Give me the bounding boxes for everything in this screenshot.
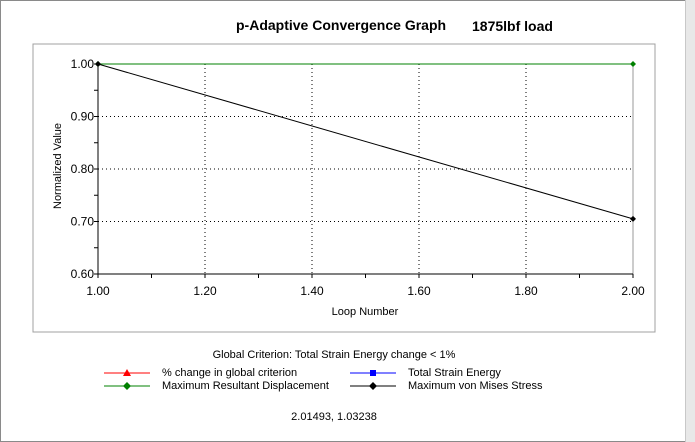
y-tick-label: 0.80 [71, 162, 95, 176]
legend-label-strain-energy: Total Strain Energy [408, 367, 501, 379]
y-axis-label: Normalized Value [52, 123, 64, 209]
legend-label-von-mises: Maximum von Mises Stress [408, 380, 543, 392]
chart-title: p-Adaptive Convergence Graph [236, 17, 447, 33]
x-axis-label: Loop Number [332, 306, 399, 318]
cursor-readout: 2.01493, 1.03238 [291, 411, 377, 423]
legend-swatch-von-mises [350, 382, 396, 390]
x-tick-label: 1.60 [407, 284, 431, 298]
legend-item-displacement: Maximum Resultant Displacement [104, 380, 329, 392]
y-tick-label: 0.60 [71, 267, 95, 281]
legend-label-percent-change: % change in global criterion [162, 367, 298, 379]
x-tick-label: 1.00 [86, 284, 110, 298]
legend-label-displacement: Maximum Resultant Displacement [162, 380, 329, 392]
vertical-scrollbar[interactable] [685, 0, 695, 442]
legend-title: Global Criterion: Total Strain Energy ch… [212, 349, 456, 361]
series-point-maximum-von-mises-stress [630, 215, 636, 222]
chart-frame [32, 43, 656, 333]
grid-layer [98, 63, 634, 274]
series-line-maximum-von-mises-stress [97, 63, 634, 220]
y-tick-label: 0.70 [71, 215, 95, 229]
x-tick-label: 1.80 [514, 284, 538, 298]
series-point-maximum-von-mises-stress [95, 61, 101, 67]
series-point-maximum-resultant-displacement [630, 61, 636, 67]
legend-item-strain-energy: Total Strain Energy [350, 367, 501, 379]
x-tick-label: 1.20 [193, 284, 217, 298]
load-label: 1875lbf load [472, 18, 553, 34]
x-tick-label: 1.40 [300, 284, 324, 298]
x-tick-label: 2.00 [621, 284, 645, 298]
legend-swatch-percent-change [104, 369, 150, 376]
y-tick-label: 1.00 [71, 57, 95, 71]
series-layer [95, 61, 636, 222]
legend-swatch-strain-energy [350, 370, 396, 376]
legend-item-percent-change: % change in global criterion [104, 367, 297, 379]
legend-swatch-displacement [104, 382, 150, 390]
axis-layer: 1.00 1.20 1.40 1.60 1.80 2.00 0.60 0.70 0.80 0.90… [71, 57, 645, 298]
y-tick-label: 0.90 [71, 110, 95, 124]
legend-item-von-mises: Maximum von Mises Stress [350, 380, 542, 392]
